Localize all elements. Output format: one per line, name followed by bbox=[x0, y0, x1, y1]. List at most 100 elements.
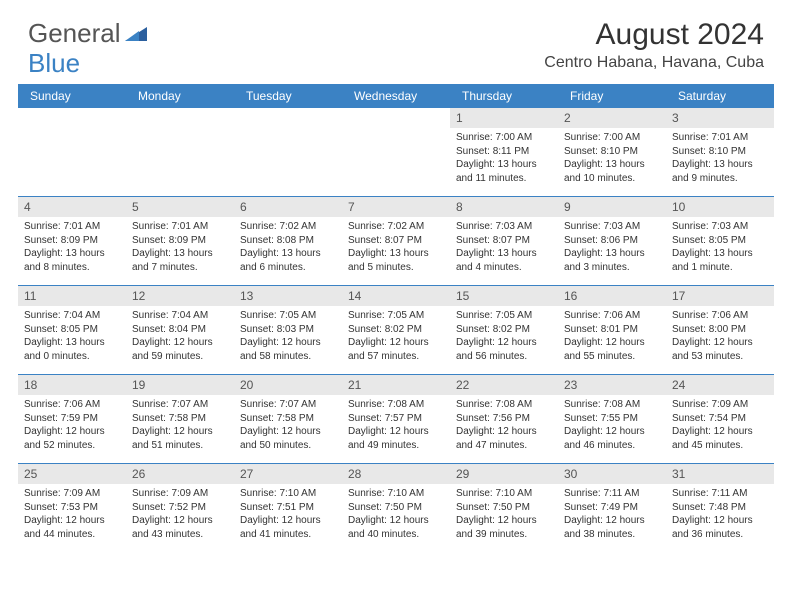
sunset-line: Sunset: 8:04 PM bbox=[132, 323, 228, 337]
logo-text-general: General bbox=[28, 18, 121, 49]
sunset-line: Sunset: 7:57 PM bbox=[348, 412, 444, 426]
day-cell: 24Sunrise: 7:09 AMSunset: 7:54 PMDayligh… bbox=[666, 375, 774, 463]
day-cell: 11 Sunrise: 7:04 AMSunset: 8:05 PMDayligh… bbox=[18, 286, 126, 374]
sunrise-line: Sunrise: 7:04 AM bbox=[24, 309, 120, 323]
daylight-line: Daylight: 12 hours and 39 minutes. bbox=[456, 514, 552, 541]
day-number: 22 bbox=[450, 375, 558, 395]
daylight-line: Daylight: 12 hours and 49 minutes. bbox=[348, 425, 444, 452]
day-number: 28 bbox=[342, 464, 450, 484]
day-number: 21 bbox=[342, 375, 450, 395]
day-number: 5 bbox=[126, 197, 234, 217]
day-cell: 20Sunrise: 7:07 AMSunset: 7:58 PMDayligh… bbox=[234, 375, 342, 463]
daylight-line: Daylight: 12 hours and 40 minutes. bbox=[348, 514, 444, 541]
sunrise-line: Sunrise: 7:10 AM bbox=[456, 487, 552, 501]
daylight-line: Daylight: 13 hours and 3 minutes. bbox=[564, 247, 660, 274]
daylight-line: Daylight: 13 hours and 4 minutes. bbox=[456, 247, 552, 274]
sunrise-line: Sunrise: 7:08 AM bbox=[564, 398, 660, 412]
daylight-line: Daylight: 12 hours and 57 minutes. bbox=[348, 336, 444, 363]
day-cell: 9 Sunrise: 7:03 AMSunset: 8:06 PMDaylight… bbox=[558, 197, 666, 285]
daylight-line: Daylight: 12 hours and 36 minutes. bbox=[672, 514, 768, 541]
daylight-line: Daylight: 13 hours and 9 minutes. bbox=[672, 158, 768, 185]
day-number: 15 bbox=[450, 286, 558, 306]
week-row: 1 Sunrise: 7:00 AM Sunset: 8:11 PM Daylight… bbox=[18, 108, 774, 197]
sunset-line: Sunset: 8:06 PM bbox=[564, 234, 660, 248]
sunset-line: Sunset: 7:50 PM bbox=[456, 501, 552, 515]
week-row: 25Sunrise: 7:09 AMSunset: 7:53 PMDayligh… bbox=[18, 464, 774, 552]
sunrise-line: Sunrise: 7:02 AM bbox=[348, 220, 444, 234]
sunrise-line: Sunrise: 7:08 AM bbox=[456, 398, 552, 412]
daylight-line: Daylight: 12 hours and 45 minutes. bbox=[672, 425, 768, 452]
sunset-line: Sunset: 8:10 PM bbox=[672, 145, 768, 159]
day-cell: 1Sunrise: 7:00 AMSunset: 8:11 PMDaylight… bbox=[450, 108, 558, 196]
day-cell: 31Sunrise: 7:11 AMSunset: 7:48 PMDayligh… bbox=[666, 464, 774, 552]
sunrise-line: Sunrise: 7:07 AM bbox=[132, 398, 228, 412]
daylight-line: Daylight: 13 hours and 0 minutes. bbox=[24, 336, 120, 363]
location-text: Centro Habana, Havana, Cuba bbox=[544, 54, 764, 72]
sunrise-line: Sunrise: 7:01 AM bbox=[24, 220, 120, 234]
sunset-line: Sunset: 8:11 PM bbox=[456, 145, 552, 159]
day-number: 20 bbox=[234, 375, 342, 395]
sunset-line: Sunset: 7:51 PM bbox=[240, 501, 336, 515]
day-number: 1 bbox=[450, 108, 558, 128]
week-row: 11Sunrise: 7:04 AMSunset: 8:05 PMDayligh… bbox=[18, 286, 774, 375]
empty-cell bbox=[18, 108, 126, 196]
day-cell: 8 Sunrise: 7:03 AMSunset: 8:07 PMDaylight… bbox=[450, 197, 558, 285]
day-cell: 12Sunrise: 7:04 AMSunset: 8:04 PMDayligh… bbox=[126, 286, 234, 374]
day-number: 9 bbox=[558, 197, 666, 217]
daylight-line: Daylight: 12 hours and 41 minutes. bbox=[240, 514, 336, 541]
daylight-line: Daylight: 12 hours and 52 minutes. bbox=[24, 425, 120, 452]
day-number: 3 bbox=[666, 108, 774, 128]
day-cell: 7Sunrise: 7:02 AMSunset: 8:07 PMDaylight… bbox=[342, 197, 450, 285]
day-cell: 30Sunrise: 7:11 AMSunset: 7:49 PMDayligh… bbox=[558, 464, 666, 552]
sunset-line: Sunset: 7:49 PM bbox=[564, 501, 660, 515]
sunrise-line: Sunrise: 7:09 AM bbox=[24, 487, 120, 501]
day-number: 30 bbox=[558, 464, 666, 484]
sunrise-line: Sunrise: 7:03 AM bbox=[564, 220, 660, 234]
day-number: 13 bbox=[234, 286, 342, 306]
empty-cell bbox=[126, 108, 234, 196]
daylight-line: Daylight: 13 hours and 10 minutes. bbox=[564, 158, 660, 185]
logo: General bbox=[28, 18, 147, 49]
day-number: 11 bbox=[18, 286, 126, 306]
sunset-line: Sunset: 8:05 PM bbox=[24, 323, 120, 337]
day-number: 18 bbox=[18, 375, 126, 395]
daylight-line: Daylight: 12 hours and 47 minutes. bbox=[456, 425, 552, 452]
day-cell: 22Sunrise: 7:08 AMSunset: 7:56 PMDayligh… bbox=[450, 375, 558, 463]
sunrise-line: Sunrise: 7:10 AM bbox=[240, 487, 336, 501]
day-cell: 25Sunrise: 7:09 AMSunset: 7:53 PMDayligh… bbox=[18, 464, 126, 552]
daylight-line: Daylight: 12 hours and 59 minutes. bbox=[132, 336, 228, 363]
sunset-line: Sunset: 7:58 PM bbox=[132, 412, 228, 426]
day-number: 8 bbox=[450, 197, 558, 217]
day-number: 7 bbox=[342, 197, 450, 217]
day-number: 4 bbox=[18, 197, 126, 217]
sunrise-line: Sunrise: 7:05 AM bbox=[348, 309, 444, 323]
day-number: 27 bbox=[234, 464, 342, 484]
day-number: 12 bbox=[126, 286, 234, 306]
sunrise-line: Sunrise: 7:01 AM bbox=[132, 220, 228, 234]
logo-triangle-icon bbox=[125, 25, 147, 43]
daylight-line: Daylight: 12 hours and 43 minutes. bbox=[132, 514, 228, 541]
daylight-line: Daylight: 12 hours and 56 minutes. bbox=[456, 336, 552, 363]
sunset-line: Sunset: 8:07 PM bbox=[456, 234, 552, 248]
daylight-line: Daylight: 13 hours and 7 minutes. bbox=[132, 247, 228, 274]
sunrise-line: Sunrise: 7:01 AM bbox=[672, 131, 768, 145]
sunset-line: Sunset: 7:52 PM bbox=[132, 501, 228, 515]
sunset-line: Sunset: 7:54 PM bbox=[672, 412, 768, 426]
sunset-line: Sunset: 7:58 PM bbox=[240, 412, 336, 426]
sunrise-line: Sunrise: 7:02 AM bbox=[240, 220, 336, 234]
sunrise-line: Sunrise: 7:00 AM bbox=[564, 131, 660, 145]
daylight-line: Daylight: 13 hours and 6 minutes. bbox=[240, 247, 336, 274]
daylight-line: Daylight: 12 hours and 44 minutes. bbox=[24, 514, 120, 541]
page-header: General August 2024 Centro Habana, Havan… bbox=[0, 0, 792, 80]
day-cell: 18Sunrise: 7:06 AMSunset: 7:59 PMDayligh… bbox=[18, 375, 126, 463]
weeks-container: 1 Sunrise: 7:00 AM Sunset: 8:11 PM Daylight… bbox=[18, 108, 774, 552]
sunset-line: Sunset: 8:01 PM bbox=[564, 323, 660, 337]
sunset-line: Sunset: 7:55 PM bbox=[564, 412, 660, 426]
empty-cell bbox=[234, 108, 342, 196]
daylight-line: Daylight: 13 hours and 8 minutes. bbox=[24, 247, 120, 274]
sunrise-line: Sunrise: 7:03 AM bbox=[456, 220, 552, 234]
sunset-line: Sunset: 8:08 PM bbox=[240, 234, 336, 248]
day-cell: 3 Sunrise: 7:01 AMSunset: 8:10 PMDaylight… bbox=[666, 108, 774, 196]
day-cell: 15Sunrise: 7:05 AMSunset: 8:02 PMDayligh… bbox=[450, 286, 558, 374]
daylight-line: Daylight: 12 hours and 51 minutes. bbox=[132, 425, 228, 452]
